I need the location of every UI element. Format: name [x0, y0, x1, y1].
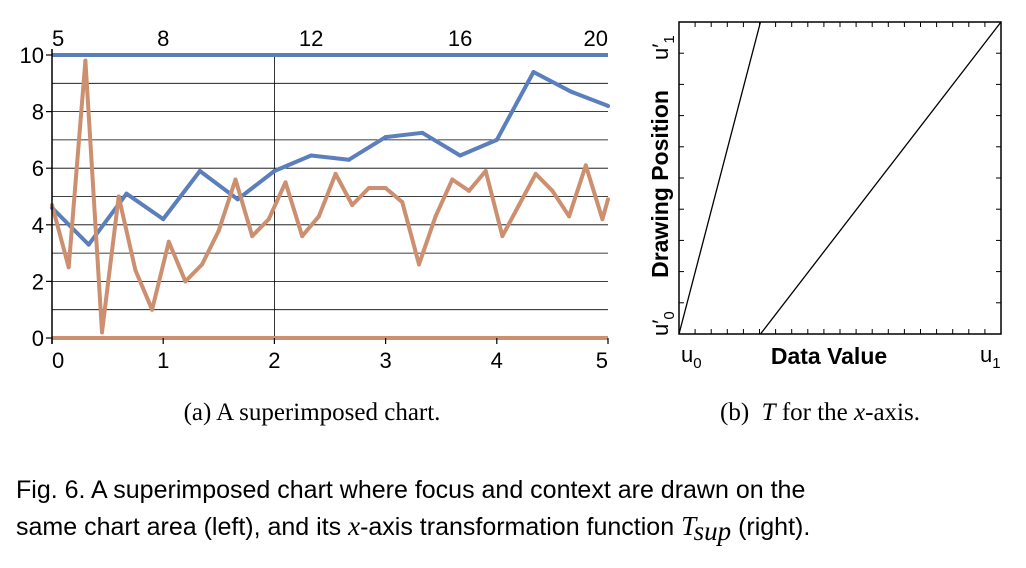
series-1-point-5	[133, 268, 138, 273]
series-1-point-25	[467, 188, 471, 193]
series-0-point-3	[161, 217, 166, 222]
y-tick-label: 8	[32, 100, 44, 125]
top-x-tick-label: 20	[584, 26, 608, 51]
x-tick-label: 3	[379, 348, 391, 373]
transform-line-1	[759, 21, 1002, 335]
series-1-point-33	[600, 217, 605, 222]
y-tick-label: 4	[32, 213, 44, 238]
x-tick-label: 2	[268, 348, 280, 373]
series-1-point-32	[583, 163, 588, 168]
chart-b-x-tick-u1: u1	[980, 342, 1001, 372]
chart-b-y-tick-u0: u′0	[648, 311, 678, 336]
series-1-point-34	[606, 197, 610, 202]
top-x-tick-label: 5	[52, 26, 64, 51]
series-1-point-21	[400, 200, 405, 205]
series-0-point-10	[420, 130, 425, 135]
series-1-point-26	[483, 169, 488, 174]
subcaption-a: (a) A superimposed chart.	[184, 399, 441, 426]
x-tick-label: 5	[596, 348, 608, 373]
series-0-point-1	[86, 242, 91, 247]
chart-a-x-ticks: 0 1 2 3 4 5	[52, 348, 608, 373]
series-0-point-12	[494, 137, 499, 142]
series-1-point-23	[433, 214, 438, 219]
chart-b-frame	[678, 21, 1002, 335]
series-1-point-4	[116, 194, 121, 199]
figure-caption-line-2: same chart area (left), and its x-axis t…	[16, 511, 810, 546]
y-tick-label: 10	[20, 43, 44, 68]
series-1-point-19	[366, 186, 371, 191]
series-0-point-7	[309, 153, 314, 158]
x-tick-label: 1	[157, 348, 169, 373]
top-x-tick-label: 16	[448, 26, 472, 51]
series-1-point-9	[200, 262, 205, 267]
transformation-function-chart: u0 u1 Data Value u′0 u′1 Drawing Positio…	[647, 21, 1002, 372]
chart-a-axes	[46, 49, 609, 344]
series-1-point-17	[333, 171, 338, 176]
transform-line-0	[678, 21, 762, 335]
chart-a-y-ticks: 0 2 4 6 8 10	[20, 43, 44, 351]
chart-a-reference-lines	[52, 53, 608, 340]
chart-b-x-tick-u0: u0	[681, 342, 702, 372]
series-1-point-31	[567, 214, 572, 219]
y-tick-label: 0	[32, 326, 44, 351]
series-1-point-24	[450, 177, 455, 182]
series-1-point-28	[517, 202, 522, 207]
series-1-point-20	[383, 186, 388, 191]
series-1-point-18	[350, 202, 355, 207]
series-line-0	[50, 70, 609, 247]
series-1-point-30	[550, 188, 555, 193]
series-1-point-29	[533, 171, 538, 176]
chart-a-points	[50, 58, 610, 335]
chart-b-y-axis-title: Drawing Position	[647, 90, 673, 278]
subcaption-b: (b) T for the x-axis.	[720, 399, 920, 426]
y-tick-label: 2	[32, 269, 44, 294]
series-1-point-12	[250, 234, 255, 239]
chart-b-minor-ticks	[679, 22, 1001, 334]
series-1-point-15	[300, 234, 305, 239]
series-1-point-8	[183, 279, 188, 284]
chart-b-lines	[678, 21, 1002, 335]
series-0-point-8	[346, 157, 351, 162]
series-0-point-15	[606, 103, 610, 108]
y-tick-label: 6	[32, 156, 44, 181]
series-1-point-14	[283, 180, 288, 185]
series-0-point-6	[272, 169, 277, 174]
series-1-point-7	[166, 239, 171, 244]
chart-b-y-tick-u1: u′1	[648, 35, 678, 60]
series-0-point-9	[383, 135, 388, 140]
series-1-point-6	[150, 307, 155, 312]
series-0-point-5	[235, 197, 240, 202]
chart-a-gridlines	[52, 55, 608, 338]
chart-b-x-axis-title: Data Value	[771, 343, 887, 369]
series-0-point-11	[458, 153, 463, 158]
series-0-point-2	[124, 191, 129, 196]
x-tick-label: 0	[52, 348, 64, 373]
series-1-point-10	[216, 228, 221, 233]
series-1-point-3	[100, 330, 105, 335]
chart-a-top-ticks: 5 8 12 16 20	[52, 26, 608, 51]
figure-caption-line-1: Fig. 6. A superimposed chart where focus…	[16, 476, 805, 504]
series-1-point-1	[66, 265, 71, 270]
series-1-point-16	[316, 214, 321, 219]
x-tick-label: 4	[491, 348, 503, 373]
series-0-point-4	[197, 169, 202, 174]
series-1-point-22	[416, 262, 421, 267]
series-0-point-14	[569, 89, 574, 94]
top-x-tick-label: 8	[157, 26, 169, 51]
top-x-tick-label: 12	[299, 26, 323, 51]
series-1-point-13	[266, 217, 271, 222]
series-1-point-2	[83, 58, 88, 63]
series-1-point-27	[500, 234, 505, 239]
series-1-point-11	[233, 177, 238, 182]
series-0-point-13	[531, 69, 536, 74]
